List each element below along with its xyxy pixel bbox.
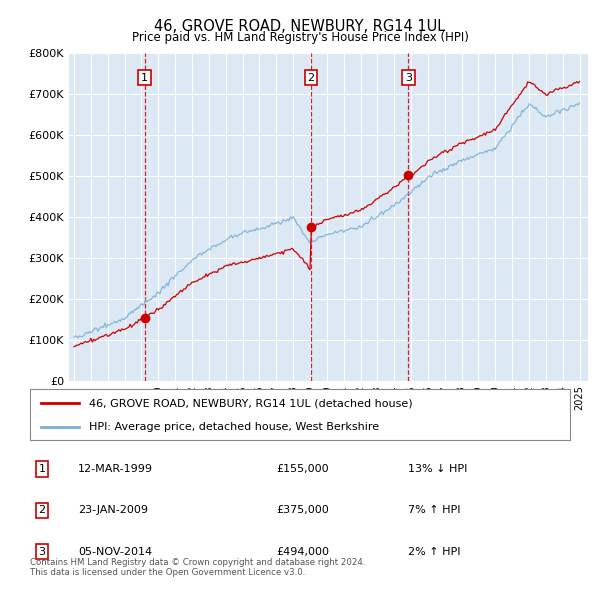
Text: 2: 2 xyxy=(307,73,314,83)
Text: Contains HM Land Registry data © Crown copyright and database right 2024.
This d: Contains HM Land Registry data © Crown c… xyxy=(30,558,365,577)
Text: 7% ↑ HPI: 7% ↑ HPI xyxy=(408,506,461,515)
Text: HPI: Average price, detached house, West Berkshire: HPI: Average price, detached house, West… xyxy=(89,422,380,432)
Text: £494,000: £494,000 xyxy=(276,547,329,556)
Text: 46, GROVE ROAD, NEWBURY, RG14 1UL (detached house): 46, GROVE ROAD, NEWBURY, RG14 1UL (detac… xyxy=(89,398,413,408)
Text: Price paid vs. HM Land Registry's House Price Index (HPI): Price paid vs. HM Land Registry's House … xyxy=(131,31,469,44)
Text: £155,000: £155,000 xyxy=(276,464,329,474)
Text: 2% ↑ HPI: 2% ↑ HPI xyxy=(408,547,461,556)
Text: 46, GROVE ROAD, NEWBURY, RG14 1UL: 46, GROVE ROAD, NEWBURY, RG14 1UL xyxy=(154,19,446,34)
Text: 1: 1 xyxy=(38,464,46,474)
Text: 05-NOV-2014: 05-NOV-2014 xyxy=(78,547,152,556)
Text: £375,000: £375,000 xyxy=(276,506,329,515)
Text: 3: 3 xyxy=(405,73,412,83)
Text: 2: 2 xyxy=(38,506,46,515)
Text: 3: 3 xyxy=(38,547,46,556)
Text: 13% ↓ HPI: 13% ↓ HPI xyxy=(408,464,467,474)
Text: 1: 1 xyxy=(141,73,148,83)
Text: 12-MAR-1999: 12-MAR-1999 xyxy=(78,464,153,474)
Text: 23-JAN-2009: 23-JAN-2009 xyxy=(78,506,148,515)
